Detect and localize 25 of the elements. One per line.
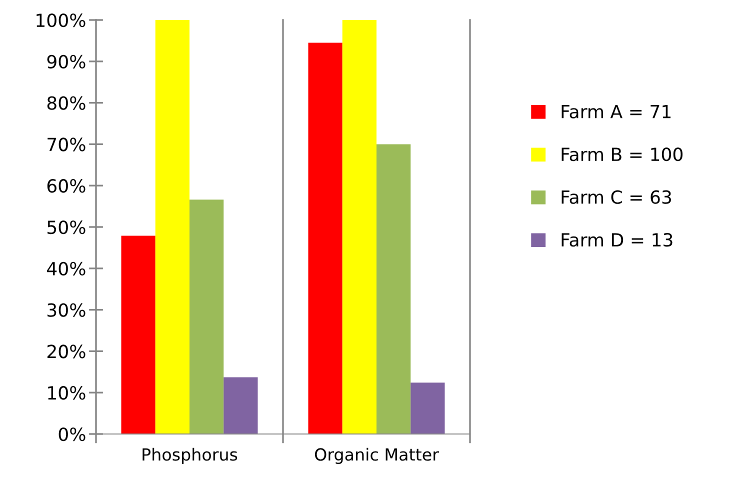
bar [410, 382, 445, 434]
bar [308, 42, 342, 434]
y-tick-label: 90% [47, 54, 86, 69]
y-tick-label: 50% [48, 220, 86, 234]
y-tick-label: 0% [58, 427, 86, 442]
legend-label: Farm D = 13 [562, 233, 672, 247]
y-tick-label: 20% [47, 344, 86, 358]
y-tick-label: 100% [36, 13, 86, 28]
bar [224, 377, 258, 434]
bar [155, 20, 190, 434]
y-tick-label: 30% [48, 303, 86, 317]
x-tick-label: Phosphorus [142, 448, 238, 464]
y-tick-label: 70% [48, 138, 86, 152]
y-tick-label: 40% [47, 262, 86, 276]
bar [190, 200, 224, 434]
y-tick-label: 60% [47, 179, 86, 193]
legend-label: Farm B = 100 [562, 148, 683, 162]
legend-label: Farm C = 63 [562, 190, 671, 204]
y-tick-label: 10% [48, 386, 86, 400]
bar [376, 144, 411, 434]
y-tick-label: 80% [47, 96, 86, 110]
legend-label: Farm A = 71 [562, 105, 671, 118]
x-tick-label: Organic Matter [314, 448, 439, 464]
bar [121, 236, 156, 434]
bar [342, 20, 376, 434]
